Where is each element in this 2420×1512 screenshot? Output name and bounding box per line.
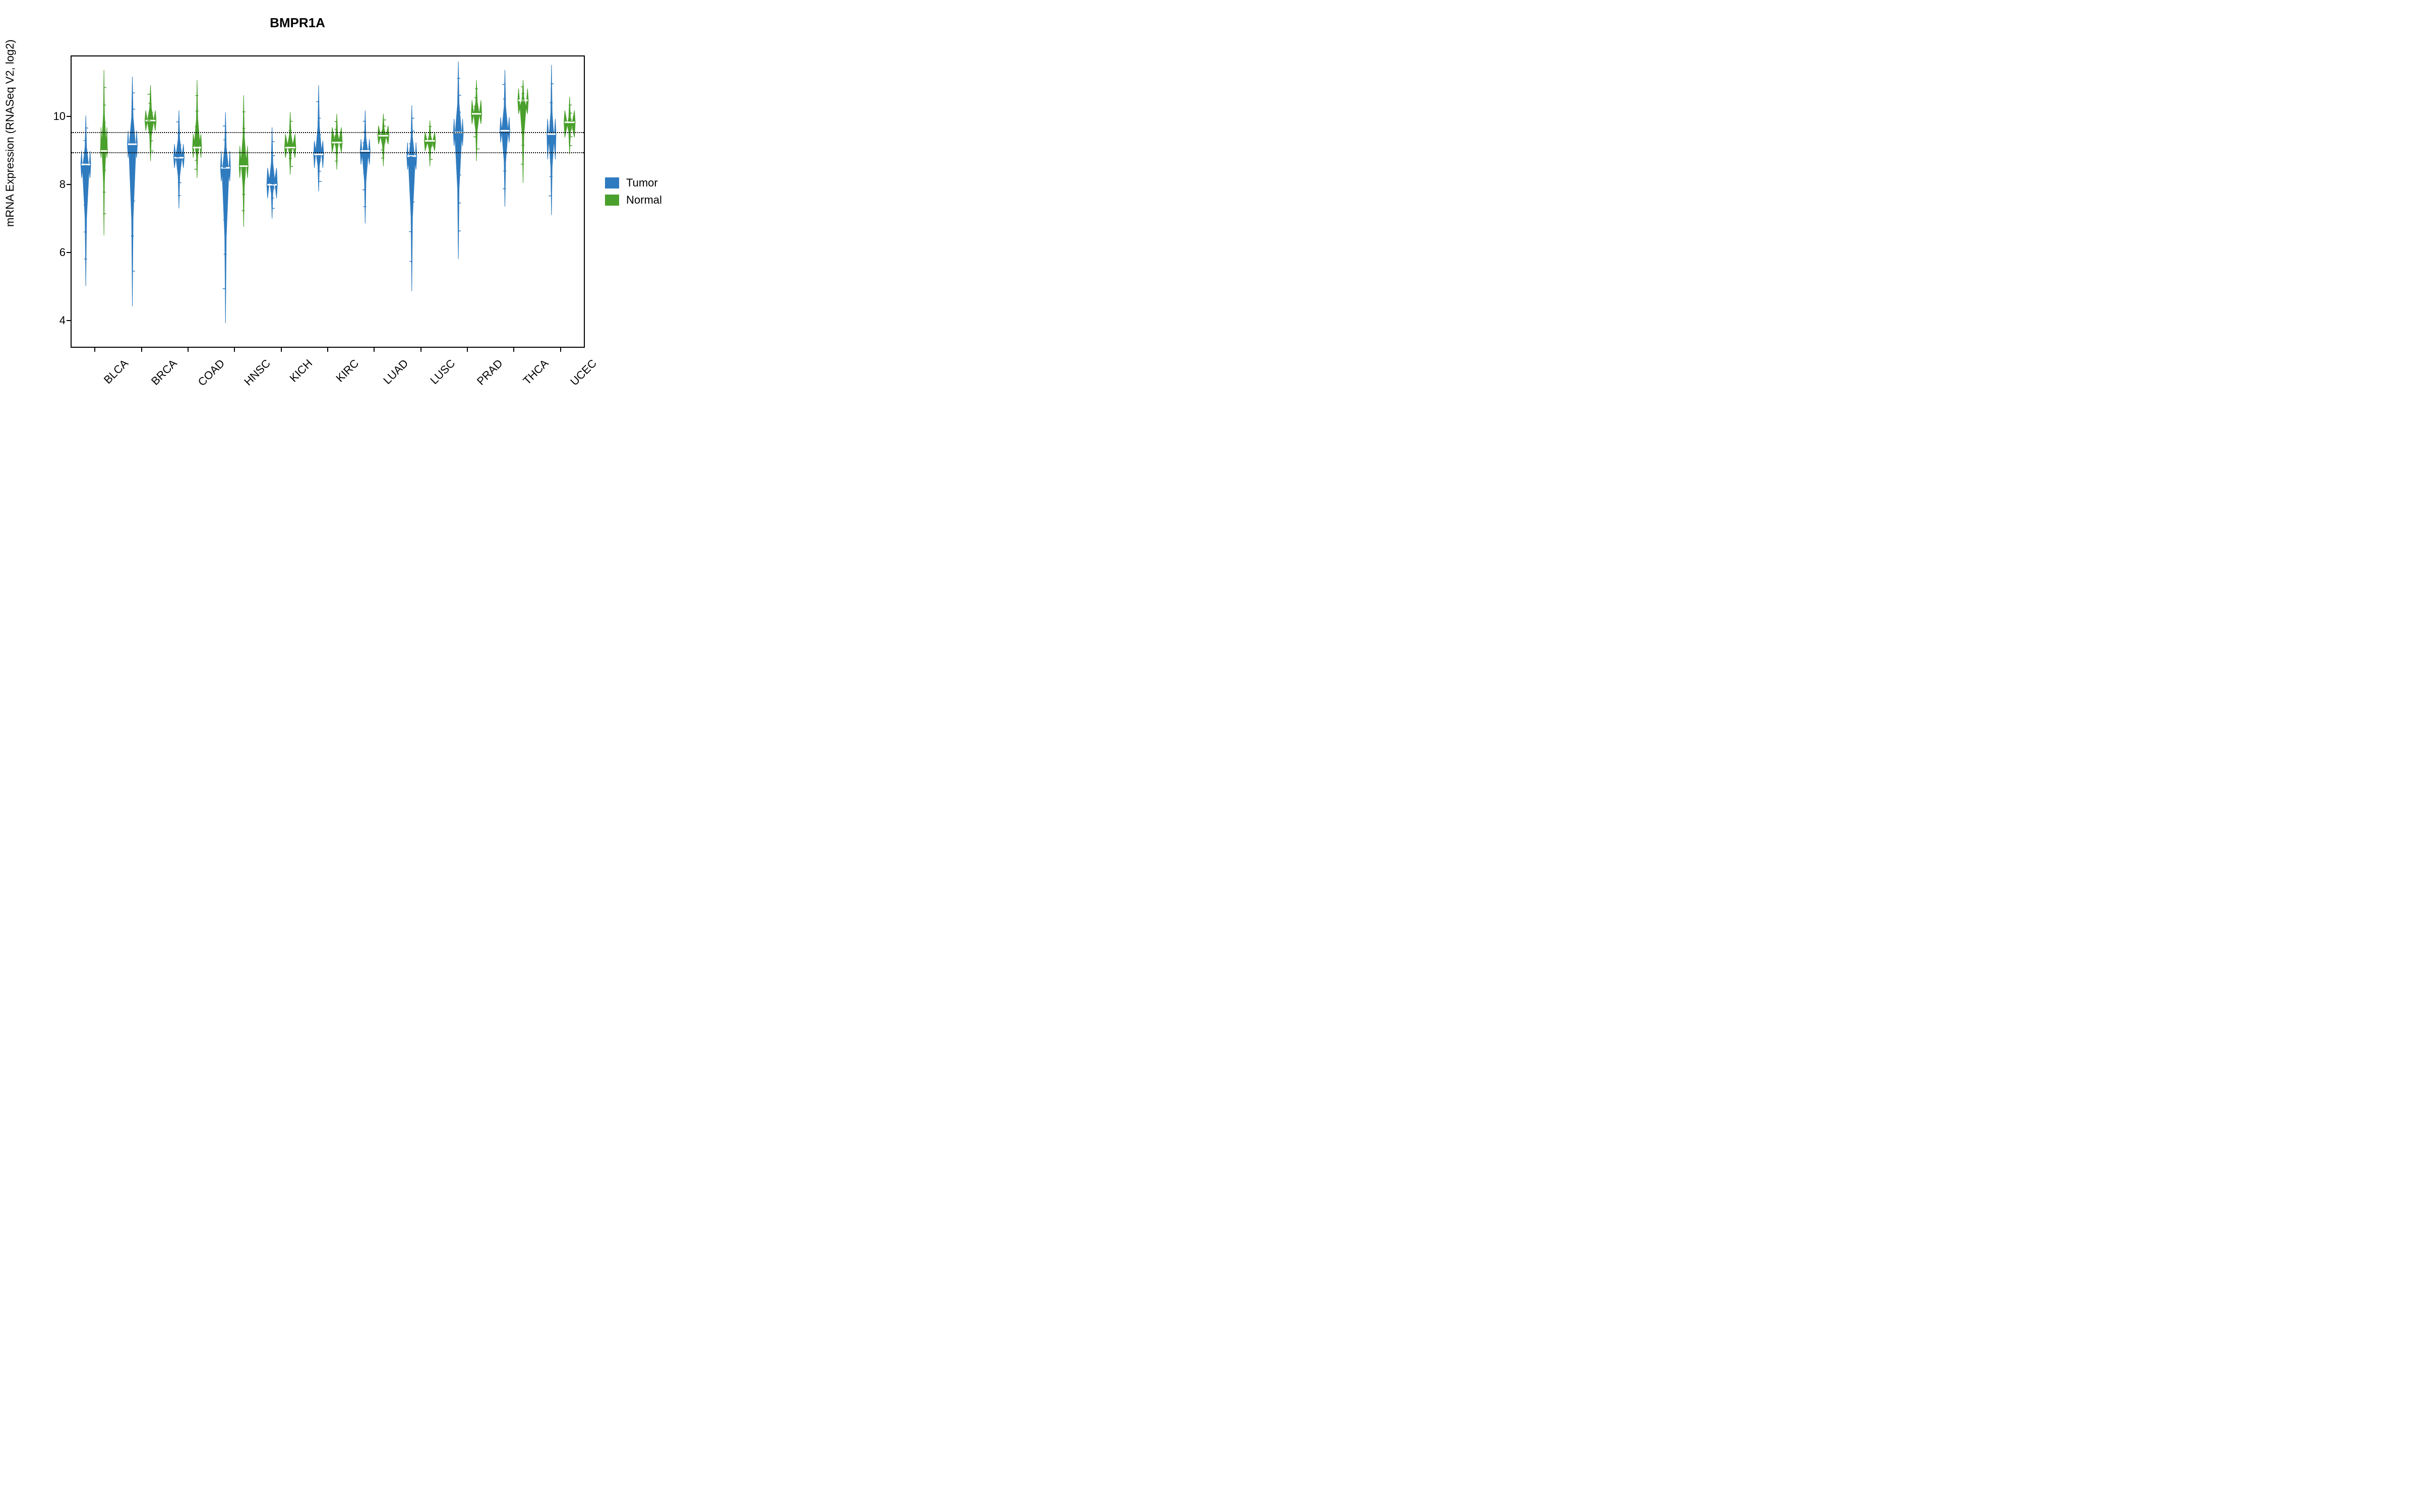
x-tick-mark [94,348,95,352]
x-tick-mark [467,348,468,352]
legend-item-tumor: Tumor [605,176,662,190]
violin-shape [173,110,184,208]
violin-shape [547,65,556,215]
x-tick-mark [560,348,561,352]
violin-shape [128,77,138,306]
x-tick-label: KIRC [333,357,361,385]
y-tick-label: 4 [59,314,66,327]
violin-shape [145,85,156,161]
x-tick-label: KICH [287,357,315,385]
x-tick-label: LUAD [381,357,411,387]
violin-shape [314,85,324,192]
violins-layer [72,56,584,347]
violin-shape [220,112,230,324]
x-tick-mark [420,348,421,352]
violin-shape [453,61,463,259]
plot-area [71,55,585,348]
x-tick-label: BLCA [101,357,131,387]
legend-label-normal: Normal [626,194,662,207]
legend-swatch-normal [605,195,619,206]
x-tick-mark [141,348,142,352]
legend-item-normal: Normal [605,194,662,207]
x-tick-label: COAD [196,357,227,389]
x-tick-mark [188,348,189,352]
x-tick-mark [281,348,282,352]
legend: Tumor Normal [605,176,662,211]
x-tick-label: LUSC [428,357,458,387]
reference-line [72,152,584,153]
y-tick-label: 8 [59,178,66,191]
y-tick-mark [67,184,71,185]
x-tick-label: HNSC [242,357,273,388]
x-tick-mark [327,348,328,352]
violin-shape [500,70,510,207]
x-tick-mark [374,348,375,352]
x-tick-label: UCEC [568,357,599,388]
chart-container: BMPR1A mRNA Expression (RNASeq V2, log2)… [0,0,726,454]
y-tick-label: 10 [53,110,66,123]
violin-shape [471,80,482,161]
x-tick-label: BRCA [148,357,179,388]
x-tick-mark [234,348,235,352]
legend-label-tumor: Tumor [626,176,658,190]
reference-line [72,132,584,133]
y-tick-mark [67,252,71,253]
y-tick-mark [67,116,71,117]
chart-title: BMPR1A [0,15,595,31]
x-tick-mark [513,348,514,352]
y-tick-mark [67,320,71,321]
y-tick-label: 6 [59,246,66,259]
violin-shape [81,115,91,286]
x-tick-label: THCA [521,357,552,388]
violin-shape [407,105,417,291]
violin-shape [267,128,277,219]
x-tick-label: PRAD [474,357,506,388]
violin-shape [193,80,202,178]
legend-swatch-tumor [605,177,619,188]
y-axis-label: mRNA Expression (RNASeq V2, log2) [4,39,17,227]
